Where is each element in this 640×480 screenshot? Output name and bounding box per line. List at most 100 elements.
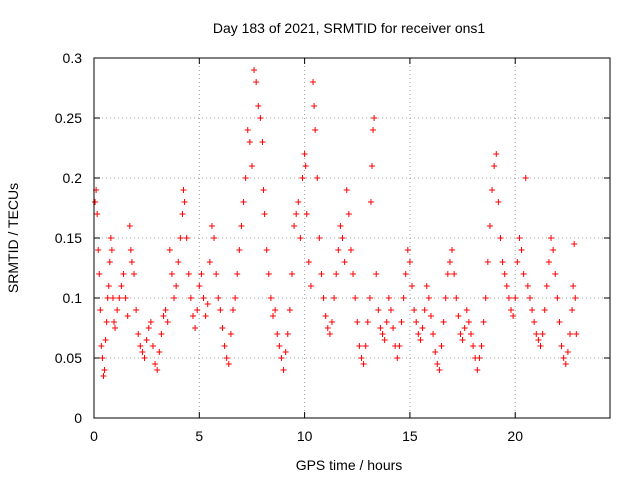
data-point	[444, 271, 451, 277]
data-point	[225, 361, 232, 367]
data-point	[180, 187, 187, 193]
data-point	[537, 343, 544, 349]
data-point	[234, 271, 241, 277]
data-point	[569, 307, 576, 313]
data-point	[99, 355, 106, 361]
data-point	[219, 325, 226, 331]
data-point	[196, 283, 203, 289]
data-point	[204, 301, 211, 307]
data-point	[474, 367, 481, 373]
data-point	[107, 235, 114, 241]
data-point	[501, 271, 508, 277]
data-point	[333, 271, 340, 277]
data-point	[217, 307, 224, 313]
data-point	[526, 295, 533, 301]
data-point	[105, 283, 112, 289]
data-point	[230, 307, 237, 313]
data-point	[505, 295, 512, 301]
data-point	[438, 343, 445, 349]
chart-title: Day 183 of 2021, SRMTID for receiver ons…	[213, 20, 486, 36]
data-point	[270, 313, 277, 319]
data-point	[467, 331, 474, 337]
data-point	[425, 295, 432, 301]
data-point	[489, 187, 496, 193]
data-point	[326, 331, 333, 337]
data-point	[128, 259, 135, 265]
data-point	[96, 271, 103, 277]
data-point	[556, 319, 563, 325]
data-point	[284, 331, 291, 337]
data-point	[347, 247, 354, 253]
data-point	[545, 259, 552, 265]
data-point	[354, 319, 361, 325]
data-point	[520, 271, 527, 277]
data-point	[495, 199, 502, 205]
data-point	[512, 295, 519, 301]
data-point	[120, 271, 127, 277]
data-point	[341, 259, 348, 265]
data-point	[200, 295, 207, 301]
data-point	[126, 223, 133, 229]
data-point	[442, 295, 449, 301]
data-point	[251, 67, 258, 73]
data-point	[371, 115, 378, 121]
data-point	[276, 343, 283, 349]
data-point	[440, 319, 447, 325]
data-point	[272, 307, 279, 313]
data-point	[97, 307, 104, 313]
data-point	[213, 271, 220, 277]
data-point	[335, 247, 342, 253]
data-point	[320, 295, 327, 301]
data-point	[261, 211, 268, 217]
data-point	[112, 325, 119, 331]
data-point	[514, 259, 521, 265]
data-point	[465, 319, 472, 325]
data-point	[267, 295, 274, 301]
data-point	[421, 307, 428, 313]
y-tick-label: 0.05	[55, 350, 82, 366]
data-point	[104, 295, 111, 301]
data-point	[482, 295, 489, 301]
data-point	[446, 259, 453, 265]
data-point	[406, 259, 413, 265]
data-point	[240, 199, 247, 205]
data-point	[307, 283, 314, 289]
data-point	[106, 259, 113, 265]
data-point	[364, 319, 371, 325]
data-point	[263, 247, 270, 253]
data-point	[316, 235, 323, 241]
data-point	[111, 319, 118, 325]
data-point	[274, 331, 281, 337]
data-point	[484, 259, 491, 265]
data-point	[453, 295, 460, 301]
data-point	[402, 271, 409, 277]
data-point	[543, 283, 550, 289]
data-point	[554, 295, 561, 301]
data-point	[339, 235, 346, 241]
data-point	[573, 331, 580, 337]
data-point	[242, 175, 249, 181]
data-point	[459, 337, 466, 343]
data-point	[305, 259, 312, 265]
y-axis-title: SRMTID / TECUs	[5, 183, 21, 293]
data-point	[109, 295, 116, 301]
data-point	[173, 283, 180, 289]
data-point	[189, 313, 196, 319]
data-point	[387, 307, 394, 313]
data-point	[152, 361, 159, 367]
data-point	[350, 271, 357, 277]
y-tick-label: 0.1	[63, 290, 83, 306]
y-tick-label: 0.3	[63, 50, 83, 66]
data-point	[314, 175, 321, 181]
data-point	[227, 331, 234, 337]
data-point	[177, 235, 184, 241]
data-point	[331, 295, 338, 301]
data-point	[139, 349, 146, 355]
data-point	[379, 331, 386, 337]
data-point	[236, 247, 243, 253]
data-point	[478, 343, 485, 349]
data-point	[158, 331, 165, 337]
x-tick-label: 20	[507, 428, 523, 444]
data-point	[145, 325, 152, 331]
data-point	[566, 331, 573, 337]
